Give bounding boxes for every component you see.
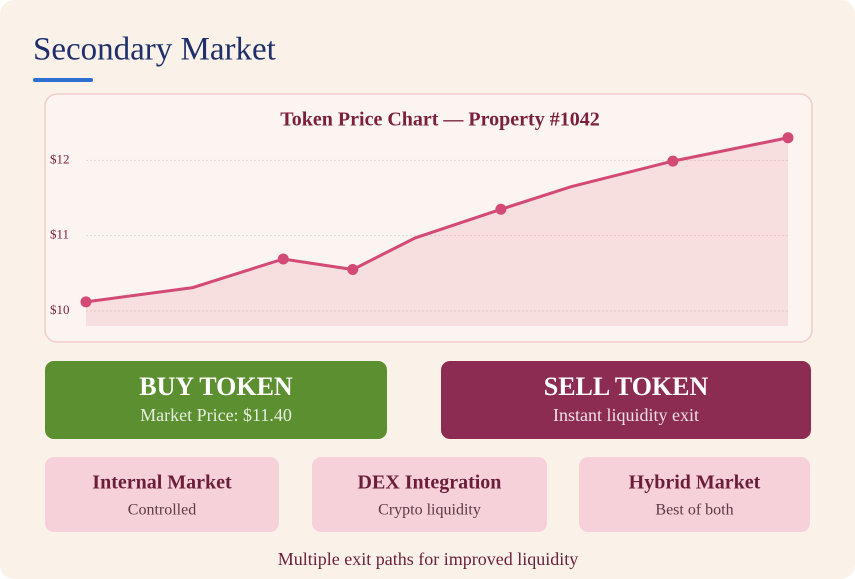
button-label[interactable]: BUY TOKEN xyxy=(139,372,293,401)
chart-panel xyxy=(44,93,813,343)
y-tick-label: $12 xyxy=(50,151,70,166)
card-subtitle: Controlled xyxy=(128,502,196,519)
buttons: BUY TOKEN Market Price: $11.40 SELL TOKEN I… xyxy=(45,361,811,439)
card-subtitle: Crypto liquidity xyxy=(378,502,481,519)
point xyxy=(277,253,289,265)
card-title: Internal Market xyxy=(92,472,232,494)
button[interactable] xyxy=(441,361,811,439)
button-sublabel[interactable]: Instant liquidity exit xyxy=(553,405,699,425)
y-tick-label: $11 xyxy=(50,227,69,242)
card-subtitle: Best of both xyxy=(655,502,733,519)
point xyxy=(782,132,794,144)
button[interactable] xyxy=(45,361,387,439)
point xyxy=(347,264,359,276)
button-sublabel[interactable]: Market Price: $11.40 xyxy=(140,405,292,425)
cards: Internal Market Controlled DEX Integration… xyxy=(45,457,810,532)
title-underline xyxy=(33,78,93,82)
chart-title: Token Price Chart — Property #1042 xyxy=(280,109,599,131)
y-tick-label: $10 xyxy=(50,302,70,317)
point xyxy=(495,203,507,215)
option-card xyxy=(45,457,279,532)
line xyxy=(85,136,789,304)
point xyxy=(80,296,92,308)
page-title: Secondary Market xyxy=(33,32,276,68)
button-label[interactable]: SELL TOKEN xyxy=(544,372,709,401)
option-card xyxy=(579,457,810,532)
footer-text: Multiple exit paths for improved liquidi… xyxy=(278,549,578,569)
plot: $10 $11 $12 xyxy=(50,132,794,326)
option-card xyxy=(312,457,547,532)
card-title: DEX Integration xyxy=(358,472,502,494)
card-title: Hybrid Market xyxy=(629,472,761,494)
point xyxy=(667,155,679,167)
